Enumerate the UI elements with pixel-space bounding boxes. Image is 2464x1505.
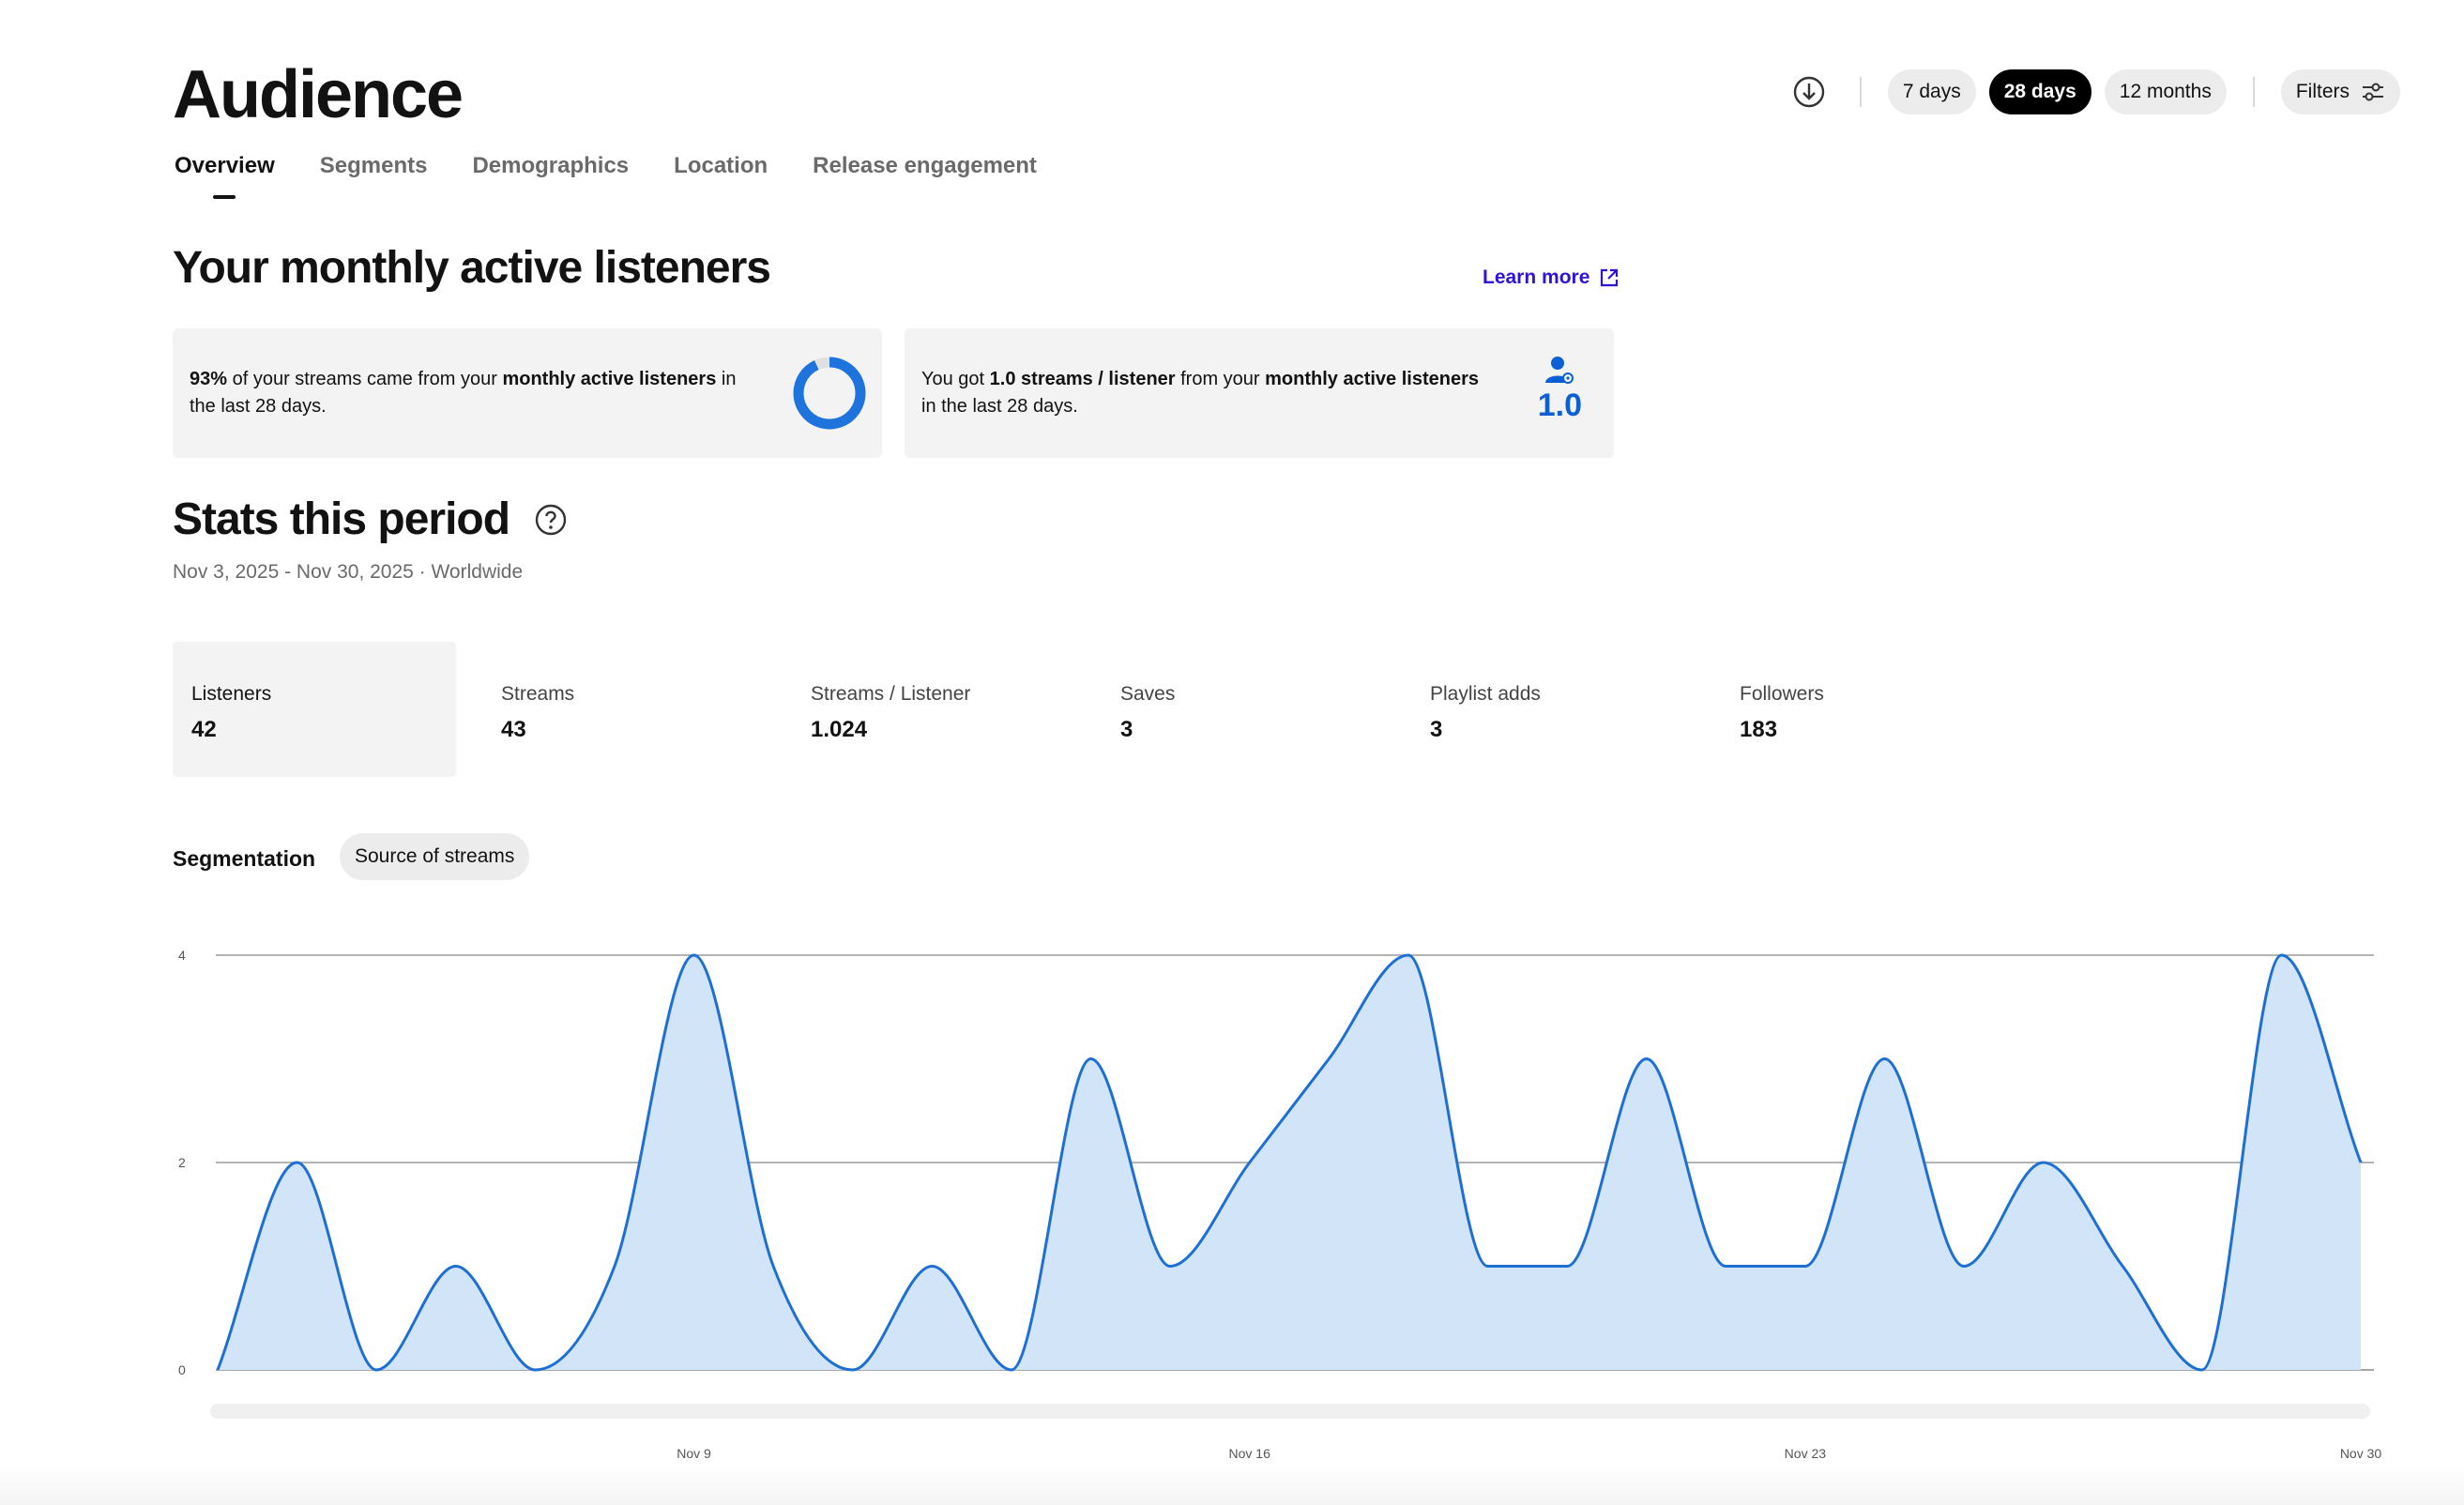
toolbar: 7 days 28 days 12 months Filters [1790, 69, 2400, 114]
y-tick-label: 2 [178, 1155, 186, 1170]
segmentation-label: Segmentation [173, 846, 316, 871]
metric-label: Listeners [191, 683, 272, 705]
learn-more-link[interactable]: Learn more [1483, 266, 1620, 289]
download-icon [1793, 76, 1825, 108]
filters-label: Filters [2295, 81, 2350, 102]
metric-streams[interactable]: Streams 43 [482, 642, 766, 777]
stats-heading: Stats this period [173, 494, 510, 544]
metric-value: 1.024 [811, 717, 868, 742]
stats-heading-row: Stats this period [173, 492, 568, 548]
x-tick-label: Nov 30 [2340, 1446, 2382, 1461]
listeners-area [218, 955, 2361, 1370]
streams-per-listener-text: You got 1.0 streams / listener from your… [921, 369, 1480, 417]
y-tick-label: 4 [178, 948, 186, 963]
filters-button[interactable]: Filters [2280, 69, 2400, 114]
tab-overview[interactable]: Overview [175, 150, 275, 182]
source-of-streams-button[interactable]: Source of streams [340, 833, 530, 880]
metric-value: 3 [1430, 717, 1443, 742]
metric-followers[interactable]: Followers 183 [1721, 642, 2004, 777]
toolbar-separator [2252, 77, 2255, 107]
tab-release-engagement[interactable]: Release engagement [813, 153, 1037, 178]
donut-arc [793, 357, 866, 430]
streams-per-listener-card: You got 1.0 streams / listener from your… [905, 328, 1614, 458]
metric-listeners[interactable]: Listeners 42 [173, 642, 456, 777]
monthly-listeners-heading: Your monthly active listeners [173, 243, 771, 293]
metric-value: 3 [1120, 717, 1133, 742]
stats-date-range: Nov 3, 2025 - Nov 30, 2025 · Worldwide [173, 561, 524, 583]
learn-more-label: Learn more [1483, 266, 1590, 288]
chart-scrollbar[interactable] [210, 1404, 2370, 1419]
metric-label: Playlist adds [1430, 683, 1541, 705]
tab-location[interactable]: Location [674, 153, 768, 178]
listeners-area-chart: 0 2 4 Nov 9 Nov 16 Nov 23 Nov 30 [178, 948, 2381, 1461]
range-12-months-button[interactable]: 12 months [2104, 69, 2227, 114]
toolbar-separator [1859, 77, 1862, 107]
external-link-icon [1601, 268, 1619, 287]
metric-label: Streams [501, 683, 575, 705]
page-title: Audience [173, 57, 464, 132]
metric-value: 43 [501, 717, 526, 742]
metric-label: Saves [1120, 683, 1176, 705]
streams-share-percent: 93% [190, 369, 228, 389]
page-footer-strip [0, 1464, 2464, 1505]
y-axis-ticks: 0 2 4 [178, 948, 186, 1377]
metric-value: 183 [1740, 717, 1778, 742]
metrics-row: Listeners 42 Streams 43 Streams / Listen… [173, 642, 2031, 777]
tab-bar: Overview Segments Demographics Location … [175, 150, 1037, 182]
tab-segments[interactable]: Segments [319, 153, 428, 178]
download-button[interactable] [1790, 73, 1828, 111]
streams-per-listener-value: 1.0 [1537, 388, 1582, 423]
x-tick-label: Nov 16 [1229, 1446, 1271, 1461]
help-icon[interactable] [534, 503, 568, 537]
sliders-icon [2363, 83, 2383, 101]
listener-icon [1545, 357, 1574, 384]
x-tick-label: Nov 23 [1785, 1446, 1827, 1461]
range-7-days-button[interactable]: 7 days [1887, 69, 1976, 114]
tab-demographics[interactable]: Demographics [472, 153, 630, 178]
metric-label: Streams / Listener [811, 683, 971, 705]
streams-share-card: 93% of your streams came from your month… [173, 328, 882, 458]
streams-share-donut [793, 357, 866, 430]
metric-playlist-adds[interactable]: Playlist adds 3 [1411, 642, 1695, 777]
x-tick-label: Nov 9 [677, 1446, 711, 1461]
y-tick-label: 0 [178, 1362, 186, 1377]
metric-streams-per-listener[interactable]: Streams / Listener 1.024 [792, 642, 1075, 777]
metric-value: 42 [191, 717, 217, 742]
x-axis-ticks: Nov 9 Nov 16 Nov 23 Nov 30 [677, 1446, 2381, 1461]
range-28-days-button[interactable]: 28 days [1988, 69, 2091, 114]
metric-saves[interactable]: Saves 3 [1102, 642, 1385, 777]
streams-share-text: 93% of your streams came from your month… [190, 369, 737, 417]
metric-label: Followers [1740, 683, 1824, 705]
listeners-line [216, 953, 2363, 1372]
streams-per-listener-badge: 1.0 [1538, 355, 1582, 422]
